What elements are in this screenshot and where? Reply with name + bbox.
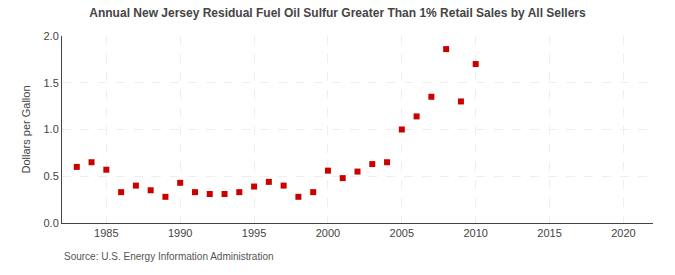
svg-text:2015: 2015	[537, 227, 561, 239]
svg-text:1.5: 1.5	[44, 77, 59, 89]
svg-text:Source: U.S. Energy Informatio: Source: U.S. Energy Information Administ…	[64, 251, 274, 262]
svg-text:2000: 2000	[316, 227, 340, 239]
svg-text:0.0: 0.0	[44, 217, 59, 229]
svg-text:0.5: 0.5	[44, 170, 59, 182]
svg-text:2010: 2010	[463, 227, 487, 239]
svg-text:1995: 1995	[242, 227, 266, 239]
svg-text:1.0: 1.0	[44, 123, 59, 135]
svg-text:2.0: 2.0	[44, 30, 59, 42]
svg-text:Dollars per Gallon: Dollars per Gallon	[20, 85, 32, 173]
svg-text:1985: 1985	[94, 227, 118, 239]
svg-text:1990: 1990	[168, 227, 192, 239]
svg-text:2020: 2020	[611, 227, 635, 239]
svg-text:2005: 2005	[390, 227, 414, 239]
svg-text:Annual New Jersey Residual Fue: Annual New Jersey Residual Fuel Oil Sulf…	[89, 6, 586, 20]
